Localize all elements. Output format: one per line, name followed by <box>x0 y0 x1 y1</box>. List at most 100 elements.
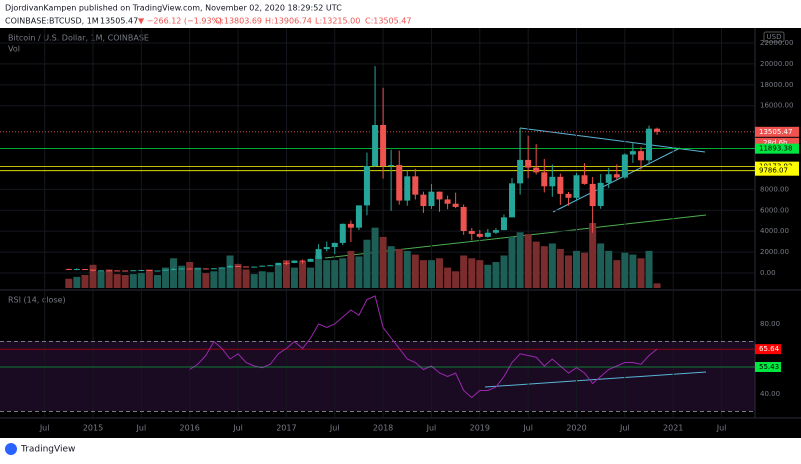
x-tick-label: Jul <box>716 424 727 433</box>
volume-bar <box>81 275 89 288</box>
volume-bar <box>323 260 331 288</box>
volume-bar <box>113 274 121 288</box>
volume-bar <box>210 271 218 288</box>
trendline <box>484 371 707 388</box>
x-tick-label: Jul <box>136 424 147 433</box>
candle-body <box>404 176 411 201</box>
candle-body <box>202 268 209 270</box>
candle-body <box>541 172 548 187</box>
y-tick-label: 2000.00 <box>760 248 789 256</box>
volume-bar <box>468 258 476 288</box>
header-bg <box>0 0 801 28</box>
candle-body <box>428 191 435 207</box>
candle-body <box>581 175 588 184</box>
price-label-bg <box>755 165 799 176</box>
volume-bar <box>121 275 129 288</box>
price-label: 13505.47 <box>759 128 792 136</box>
candle-body <box>210 268 217 270</box>
candle-body <box>299 260 306 262</box>
price-label: 11893.38 <box>759 145 792 153</box>
x-tick-label: Jul <box>329 424 340 433</box>
candle-body <box>646 128 653 161</box>
candle-body <box>73 269 80 271</box>
candle-body <box>452 203 459 207</box>
logo <box>5 443 17 455</box>
ohlc: H:13906.74 <box>265 17 312 26</box>
symbol: COINBASE:BTCUSD, 1M <box>5 17 99 26</box>
candle-body <box>355 205 362 228</box>
candle-body <box>331 242 338 248</box>
y-tick-label: 22000.00 <box>760 39 793 47</box>
volume-bar <box>589 223 597 288</box>
volume-bar <box>653 283 661 288</box>
candle-body <box>621 154 628 178</box>
volume-label: Vol <box>8 45 20 54</box>
trendline <box>552 147 681 213</box>
y-tick-label: 6000.00 <box>760 206 789 214</box>
x-tick-label: 2017 <box>276 424 296 433</box>
candle-body <box>412 176 419 195</box>
volume-bar <box>65 278 73 288</box>
chart-title: Bitcoin / U.S. Dollar, 1M, COINBASE <box>8 34 149 43</box>
countdown-bg <box>755 137 799 148</box>
candle-body <box>565 193 572 198</box>
volume-bar <box>452 271 460 288</box>
footer-bg <box>0 438 801 460</box>
candle-body <box>517 159 524 184</box>
rsi-label-bg <box>755 361 781 372</box>
volume-bar <box>444 267 452 288</box>
volume-bar <box>645 250 653 288</box>
y-tick-label: 16000.00 <box>760 102 793 110</box>
volume-bar <box>97 271 105 288</box>
candle-body <box>347 223 354 228</box>
volume-bar <box>315 255 323 288</box>
volume-bar <box>548 243 556 288</box>
volume-bar <box>89 264 97 288</box>
volume-bar <box>629 254 637 288</box>
x-tick-label: 2020 <box>566 424 586 433</box>
candle-body <box>307 258 314 262</box>
x-tick-label: 2016 <box>180 424 200 433</box>
rsi-label: 55.43 <box>759 363 779 371</box>
rsi-label: 65.64 <box>759 345 780 353</box>
currency: USD <box>767 33 782 41</box>
candle-body <box>549 176 556 187</box>
volume-bar <box>621 252 629 288</box>
y-tick-label: 18000.00 <box>760 81 793 89</box>
candle-body <box>114 270 121 272</box>
candle-body <box>525 159 532 168</box>
candle-body <box>436 191 443 200</box>
trendline <box>519 127 706 153</box>
rsi-title: RSI (14, close) <box>8 296 66 305</box>
candle-body <box>154 270 161 272</box>
candle-body <box>146 270 153 272</box>
x-tick-label: 2019 <box>470 424 490 433</box>
volume-bar <box>476 260 484 288</box>
volume-bar <box>250 274 258 288</box>
rsi-line <box>189 295 658 399</box>
last-price: 13505.47 <box>100 17 138 26</box>
candle-body <box>363 166 370 206</box>
candle-body <box>533 167 540 173</box>
volume-bar <box>234 263 242 288</box>
candle-body <box>444 199 451 204</box>
y-tick-label: 20000.00 <box>760 60 793 68</box>
volume-bar <box>73 276 81 288</box>
y-tick-label: 80.00 <box>760 320 780 328</box>
volume-bar <box>242 269 250 288</box>
volume-bar <box>202 273 210 288</box>
candle-body <box>613 174 620 178</box>
candle-body <box>476 233 483 237</box>
candle-body <box>654 128 661 132</box>
volume-bar <box>484 264 492 288</box>
volume-bar <box>282 260 290 288</box>
ohlc: L:13215.00 <box>315 17 360 26</box>
volume-bar <box>162 267 170 288</box>
volume-bar <box>492 262 500 288</box>
volume-bar <box>419 260 427 288</box>
volume-bar <box>290 267 298 288</box>
volume-bar <box>363 239 371 288</box>
candle-body <box>323 247 330 250</box>
candle-body <box>170 269 177 271</box>
volume-bar <box>573 250 580 288</box>
